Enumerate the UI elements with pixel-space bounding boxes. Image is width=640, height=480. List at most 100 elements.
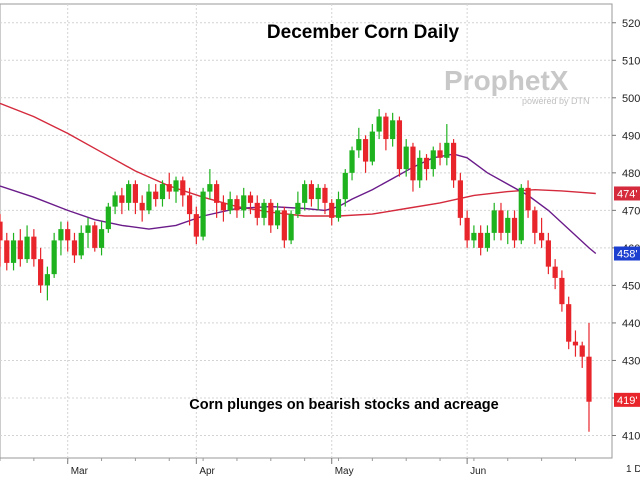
candle <box>288 210 294 245</box>
candle-body <box>207 184 213 192</box>
y-tick-label: 490 <box>622 130 640 142</box>
candle <box>193 206 199 245</box>
y-tick-label: 440 <box>622 318 640 330</box>
candle <box>92 221 98 252</box>
candle-body <box>193 214 199 237</box>
candle-body <box>478 232 484 248</box>
candle-body <box>17 240 23 260</box>
candle <box>234 195 240 218</box>
price-tag-label: 419' <box>617 395 637 407</box>
candle <box>17 229 23 267</box>
y-tick-label: 430 <box>622 355 640 367</box>
candle <box>511 210 518 248</box>
x-tick-label: May <box>335 466 354 477</box>
candle-body <box>335 199 342 218</box>
candle-body <box>545 240 551 267</box>
y-tick-label: 480 <box>622 168 640 180</box>
candle <box>139 195 145 222</box>
candle-body <box>457 180 463 218</box>
candle-body <box>98 229 105 248</box>
candle <box>180 176 186 207</box>
candle-body <box>92 225 98 248</box>
candle-body <box>214 184 220 203</box>
candle <box>166 172 172 200</box>
candle <box>10 232 17 271</box>
watermark-brand: ProphetX <box>444 65 569 96</box>
candle <box>484 225 491 252</box>
candle <box>58 221 64 256</box>
candle <box>24 225 30 263</box>
candle <box>430 146 436 177</box>
candle <box>302 180 308 211</box>
x-tick-label: Apr <box>199 466 215 477</box>
candle-body <box>4 240 10 263</box>
candle <box>173 176 179 203</box>
period-label: 1 D <box>626 464 640 475</box>
candle <box>403 139 409 177</box>
candle <box>376 109 382 140</box>
candle-body <box>112 195 118 207</box>
candle <box>559 270 565 312</box>
candle <box>0 214 3 267</box>
candle-body <box>539 232 545 241</box>
candle <box>410 142 416 192</box>
price-tag: 474' <box>614 186 640 201</box>
candle-body <box>78 232 84 256</box>
candle <box>146 184 152 215</box>
y-tick-label: 500 <box>622 93 640 105</box>
candle-body <box>471 232 477 241</box>
candle-body <box>491 210 497 233</box>
candle <box>254 195 260 226</box>
candle-body <box>315 187 321 200</box>
candle-body <box>166 184 172 192</box>
candle <box>295 191 301 218</box>
candle-body <box>532 210 538 233</box>
candle-body <box>247 195 254 203</box>
candle-body <box>511 217 518 241</box>
watermark-tagline: powered by DTN <box>522 96 590 106</box>
candle-body <box>51 240 57 275</box>
candle-body <box>254 202 260 218</box>
candle <box>315 184 321 211</box>
y-tick-label: 470 <box>622 205 640 217</box>
candle-body <box>349 150 355 173</box>
chart-title: December Corn Daily <box>267 22 460 43</box>
candle <box>308 180 315 207</box>
candle-body <box>579 345 585 357</box>
x-tick-label: Mar <box>71 466 89 477</box>
candle-body <box>180 180 186 196</box>
candle-body <box>342 172 348 200</box>
candle <box>450 139 457 188</box>
candle <box>220 195 227 222</box>
candle-body <box>302 184 308 203</box>
candle <box>478 225 484 256</box>
candle-body <box>234 199 240 211</box>
plot-frame <box>0 3 613 459</box>
y-tick-label: 520 <box>622 18 640 30</box>
candle <box>227 191 233 215</box>
candle-body <box>146 191 152 211</box>
candle-body <box>44 274 50 286</box>
candle <box>78 225 84 260</box>
candle <box>566 296 572 350</box>
candle-body <box>498 210 504 233</box>
candle-body <box>71 240 78 256</box>
candle-body <box>390 120 396 140</box>
candle-body <box>410 146 416 181</box>
candle <box>396 116 403 177</box>
candle <box>525 180 531 218</box>
candle-body <box>525 187 531 211</box>
candle-body <box>559 277 565 305</box>
candle <box>261 199 267 226</box>
candle <box>112 191 118 215</box>
candle-body <box>105 206 111 230</box>
candle-body <box>396 120 403 170</box>
candle <box>44 266 50 301</box>
candle-body <box>505 217 511 233</box>
candle-body <box>227 199 233 211</box>
candle-body <box>383 116 389 140</box>
candle <box>281 206 287 248</box>
candle <box>31 229 37 267</box>
